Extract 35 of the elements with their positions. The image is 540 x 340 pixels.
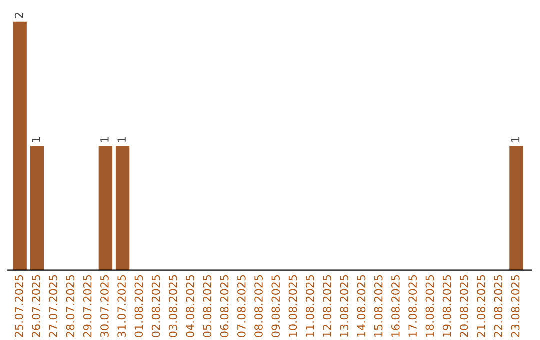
x-tick-label: 10.08.2025 bbox=[288, 275, 298, 337]
x-tick-label: 19.08.2025 bbox=[442, 275, 452, 337]
x-tick-label: 18.08.2025 bbox=[426, 275, 434, 337]
x-tick-label: 26.07.2025 bbox=[32, 275, 40, 338]
data-label: 1 bbox=[511, 137, 520, 142]
data-label: 1 bbox=[100, 137, 109, 142]
data-label: 2 bbox=[14, 13, 24, 18]
x-tick-label: 28.07.2025 bbox=[66, 275, 75, 338]
x-tick-label: 15.08.2025 bbox=[374, 275, 383, 337]
x-tick-label: 27.07.2025 bbox=[49, 275, 58, 338]
x-tick-label: 29.07.2025 bbox=[83, 275, 92, 338]
x-tick-label: 08.08.2025 bbox=[254, 275, 263, 338]
x-tick-label: 23.08.2025 bbox=[511, 275, 520, 338]
x-tick-label: 01.08.2025 bbox=[134, 275, 144, 338]
x-tick-label: 21.08.2025 bbox=[477, 275, 486, 338]
data-label: 1 bbox=[118, 137, 126, 142]
x-tick-label: 25.07.2025 bbox=[14, 275, 24, 338]
x-tick-label: 13.08.2025 bbox=[340, 275, 349, 337]
x-tick-label: 14.08.2025 bbox=[357, 275, 366, 337]
x-tick-label: 04.08.2025 bbox=[186, 275, 194, 338]
x-tick-label: 22.08.2025 bbox=[494, 275, 503, 338]
x-tick-label: 09.08.2025 bbox=[272, 275, 280, 338]
x-tick-label: 12.08.2025 bbox=[323, 275, 332, 337]
data-label: 1 bbox=[32, 137, 40, 142]
x-tick-label: 17.08.2025 bbox=[408, 275, 418, 337]
x-tick-label: 31.07.2025 bbox=[118, 275, 126, 338]
x-tick-label: 07.08.2025 bbox=[237, 275, 246, 338]
x-tick-label: 20.08.2025 bbox=[460, 275, 468, 338]
x-tick-label: 05.08.2025 bbox=[203, 275, 212, 338]
x-tick-label: 16.08.2025 bbox=[391, 275, 400, 337]
x-tick-label: 03.08.2025 bbox=[168, 275, 178, 338]
x-tick-label: 11.08.2025 bbox=[306, 275, 314, 337]
x-tick-label: 02.08.2025 bbox=[152, 275, 160, 338]
x-tick-label: 06.08.2025 bbox=[220, 275, 229, 338]
x-tick-label: 30.07.2025 bbox=[100, 275, 109, 338]
